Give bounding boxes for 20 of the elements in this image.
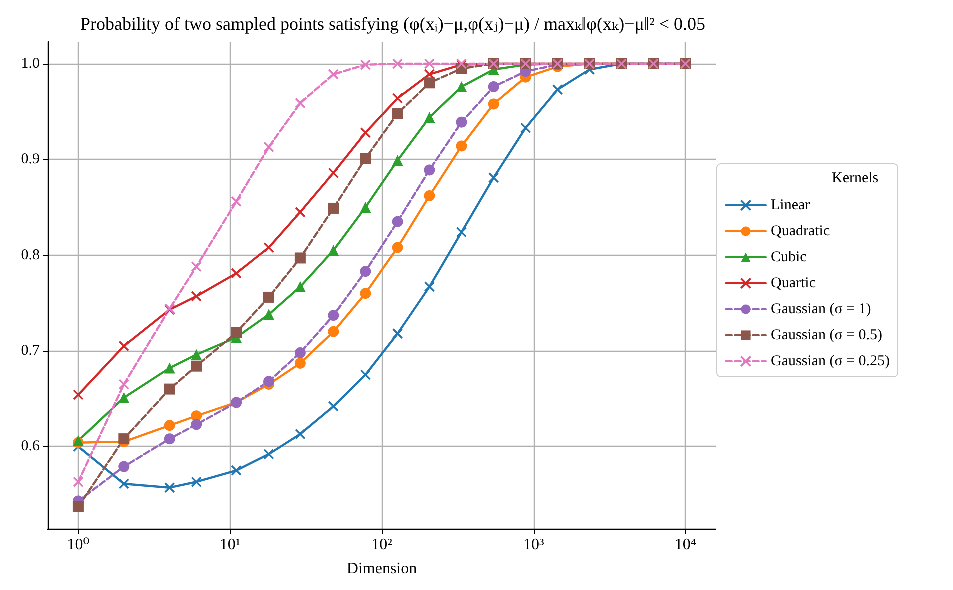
x-tick-label: 10² (372, 536, 393, 554)
y-tick-label: 0.8 (21, 247, 40, 264)
y-tick-label: 0.9 (21, 152, 40, 168)
y-tick-label: 0.6 (21, 438, 40, 455)
legend-label: Cubic (771, 250, 808, 266)
x-tick-label: 10³ (523, 536, 544, 554)
chart-title: Probability of two sampled points satisfying (φ(xᵢ)−μ,φ(xⱼ)−μ) / maxₖ‖φ(xₖ)−μ‖² < 0.05 (80, 14, 706, 34)
legend-label: Gaussian (σ = 0.25) (771, 354, 890, 370)
x-tick-label: 10¹ (220, 536, 241, 554)
y-tick-label: 1.0 (21, 56, 40, 72)
legend-label: Gaussian (σ = 1) (771, 302, 872, 318)
legend-label: Quadratic (771, 224, 830, 240)
legend-label: Linear (771, 198, 810, 214)
x-tick-label: 10⁰ (67, 536, 90, 554)
legend-label: Quartic (771, 276, 816, 292)
y-tick-label: 0.7 (21, 343, 40, 360)
legend-title: Kernels (832, 170, 879, 186)
x-tick-label: 10⁴ (674, 536, 697, 554)
legend-label: Gaussian (σ = 0.5) (771, 328, 883, 344)
x-axis-title: Dimension (346, 560, 418, 578)
